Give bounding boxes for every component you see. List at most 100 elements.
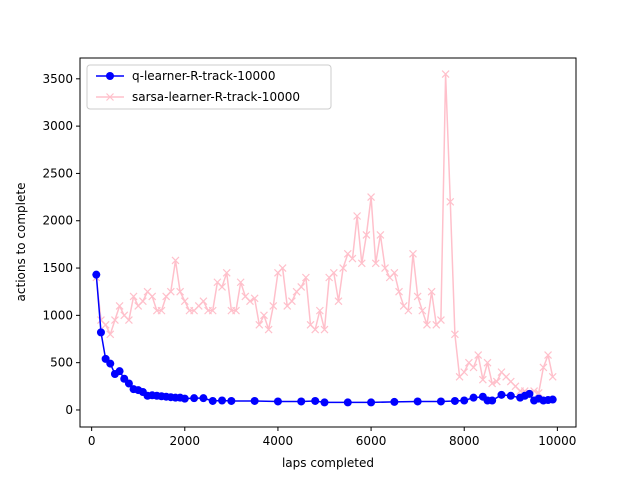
data-point — [269, 301, 278, 310]
data-point — [446, 197, 455, 206]
data-point — [450, 330, 459, 339]
data-point — [199, 297, 208, 306]
y-axis-ticks: 0 500 1000 1500 2000 2500 3000 3500 — [42, 72, 80, 417]
series-line — [95, 274, 553, 404]
legend-marker — [106, 72, 114, 80]
data-point — [166, 287, 175, 296]
data-point — [474, 351, 483, 360]
data-point — [124, 316, 133, 325]
data-point — [506, 391, 515, 400]
data-point — [190, 394, 199, 403]
data-point — [427, 287, 436, 296]
data-point — [129, 292, 138, 301]
data-point — [497, 390, 506, 399]
data-point — [534, 389, 543, 397]
data-point — [413, 292, 422, 301]
series-0 — [92, 270, 557, 407]
data-point — [218, 396, 227, 405]
data-point — [441, 70, 450, 79]
data-point — [395, 287, 403, 296]
data-point — [460, 396, 469, 405]
plot-frame — [79, 57, 577, 428]
x-axis-label: laps completed — [282, 456, 374, 470]
data-point — [246, 297, 254, 306]
data-point — [371, 259, 380, 268]
data-point — [357, 259, 366, 268]
data-point — [404, 306, 413, 315]
data-point — [376, 231, 385, 239]
data-point — [483, 358, 492, 367]
y-tick-label: 2500 — [42, 166, 73, 180]
data-point — [488, 396, 497, 405]
data-point — [115, 301, 124, 310]
data-point — [320, 398, 329, 407]
data-point — [423, 320, 431, 329]
data-point — [367, 398, 376, 407]
data-point — [264, 325, 273, 334]
data-point — [222, 268, 231, 277]
data-point — [450, 396, 459, 405]
y-tick-label: 2000 — [42, 214, 73, 228]
x-tick-label: 10000 — [538, 434, 576, 448]
data-point — [148, 292, 157, 301]
data-point — [544, 351, 552, 360]
data-point — [469, 393, 478, 402]
data-point — [311, 325, 320, 334]
data-point — [115, 367, 124, 376]
data-point — [488, 379, 497, 388]
x-axis-ticks: 0 2000 4000 6000 8000 10000 — [88, 427, 576, 448]
data-point — [436, 397, 445, 406]
data-point — [381, 264, 389, 272]
y-tick-label: 3000 — [42, 119, 73, 133]
x-tick-label: 8000 — [449, 434, 480, 448]
data-point — [171, 256, 180, 265]
data-point — [278, 264, 287, 272]
data-point — [362, 231, 371, 239]
data-point — [548, 395, 557, 404]
legend: q-learner-R-track-10000 sarsa-learner-R-t… — [86, 64, 332, 110]
data-point — [218, 283, 226, 291]
legend-box — [86, 64, 332, 110]
data-point — [492, 377, 501, 386]
data-point — [250, 294, 259, 303]
legend-marker — [106, 93, 114, 101]
data-point — [478, 375, 487, 384]
data-point — [287, 297, 296, 306]
data-point — [311, 396, 320, 405]
data-point — [106, 330, 115, 339]
data-point — [138, 297, 147, 306]
y-tick-label: 1500 — [42, 261, 73, 275]
data-point — [353, 212, 362, 220]
data-point — [111, 316, 119, 325]
y-tick-label: 500 — [50, 356, 73, 370]
data-point — [320, 325, 329, 334]
data-point — [250, 396, 259, 405]
data-point — [418, 306, 427, 315]
y-tick-label: 0 — [65, 403, 73, 417]
data-point — [548, 372, 557, 381]
data-point — [101, 320, 110, 329]
data-point — [260, 311, 268, 320]
data-point — [409, 249, 417, 258]
plot-lines — [92, 70, 557, 407]
data-point — [273, 397, 282, 406]
series-1 — [92, 70, 557, 397]
data-point — [157, 306, 166, 315]
data-point — [367, 193, 376, 202]
data-point — [106, 359, 115, 368]
data-point — [236, 278, 245, 287]
data-point — [297, 397, 306, 406]
data-point — [124, 379, 133, 388]
data-point — [180, 297, 189, 306]
y-tick-label: 1000 — [42, 308, 73, 322]
legend-label: sarsa-learner-R-track-10000 — [132, 90, 300, 104]
data-point — [437, 316, 445, 325]
data-point — [232, 306, 240, 315]
data-point — [390, 397, 399, 406]
data-point — [176, 287, 185, 296]
x-tick-label: 4000 — [263, 434, 294, 448]
data-point — [390, 268, 399, 277]
legend-entry: q-learner-R-track-10000 — [96, 69, 275, 83]
data-point — [297, 283, 306, 291]
